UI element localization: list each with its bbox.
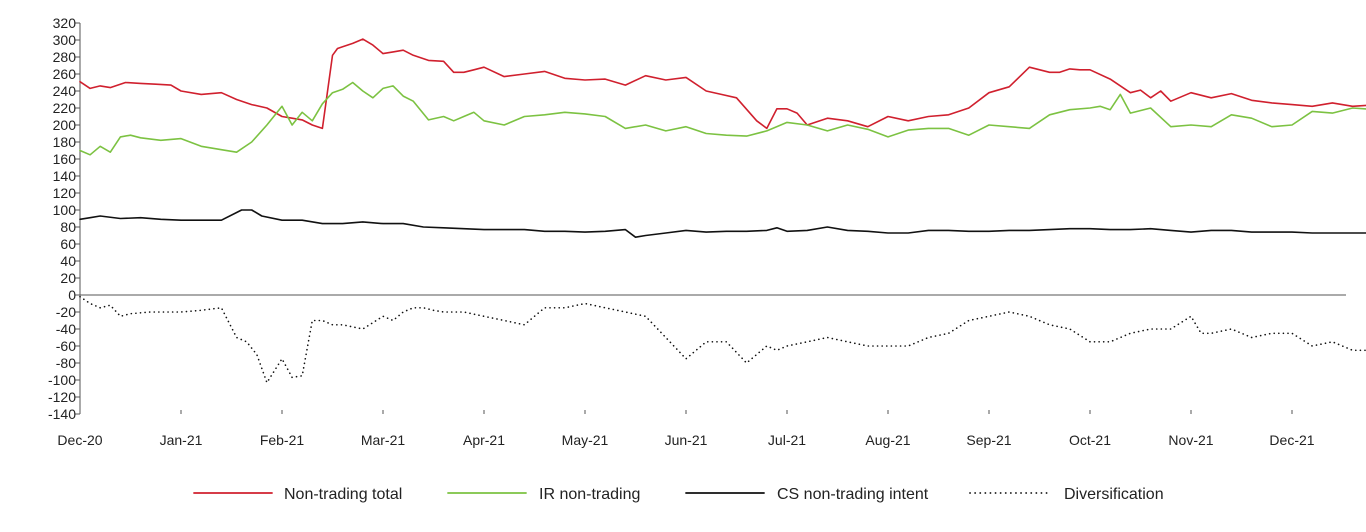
- legend: Non-trading total IR non-trading CS non-tr…: [193, 486, 1164, 503]
- y-tick-label: 280: [53, 49, 77, 65]
- series-lines: [79, 38, 1366, 384]
- y-tick-label: 160: [53, 151, 77, 167]
- y-tick-label: 320: [53, 15, 77, 31]
- y-tick-label: -140: [48, 406, 76, 422]
- x-tick-label: Dec-21: [1269, 432, 1314, 448]
- x-tick-label: Aug-21: [865, 432, 910, 448]
- y-tick-label: 120: [53, 185, 77, 201]
- x-tick-label: Mar-21: [361, 432, 406, 448]
- y-tick-label: 200: [53, 117, 77, 133]
- x-tick-label: Oct-21: [1069, 432, 1111, 448]
- y-tick-label: -100: [48, 372, 76, 388]
- y-tick-label: 80: [60, 219, 76, 235]
- y-tick-label: 300: [53, 32, 77, 48]
- y-tick-label: -20: [56, 304, 76, 320]
- x-axis: Dec-20 Jan-21 Feb-21 Mar-21 Apr-21 May-21 Jun-…: [57, 294, 1346, 448]
- x-tick-label: Nov-21: [1168, 432, 1213, 448]
- y-tick-label: 0: [68, 287, 76, 303]
- y-axis: 3203002802602402202001801601401201008060…: [48, 15, 81, 422]
- legend-label: IR non-trading: [539, 486, 640, 503]
- x-tick-label: Dec-20: [57, 432, 102, 448]
- series-line-diversification: [79, 295, 1366, 384]
- series-line-ir-non-trading: [79, 81, 1366, 156]
- y-tick-label: 260: [53, 66, 77, 82]
- x-tick-label: May-21: [562, 432, 609, 448]
- x-tick-label: Feb-21: [260, 432, 305, 448]
- series-line-cs-non-trading-intent: [79, 209, 1366, 238]
- series-line-non-trading-total: [79, 38, 1366, 130]
- legend-label: Non-trading total: [284, 486, 402, 503]
- y-tick-label: -80: [56, 355, 76, 371]
- y-tick-label: 140: [53, 168, 77, 184]
- x-tick-label: Jul-21: [768, 432, 806, 448]
- legend-label: CS non-trading intent: [777, 486, 929, 503]
- y-tick-label: 180: [53, 134, 77, 150]
- legend-label: Diversification: [1064, 486, 1164, 503]
- y-tick-label: 40: [60, 253, 76, 269]
- y-tick-label: -40: [56, 321, 76, 337]
- y-tick-label: 20: [60, 270, 76, 286]
- y-tick-label: 240: [53, 83, 77, 99]
- x-tick-label: Sep-21: [966, 432, 1011, 448]
- x-tick-label: Jan-21: [160, 432, 203, 448]
- y-tick-label: 220: [53, 100, 77, 116]
- y-tick-label: 60: [60, 236, 76, 252]
- x-tick-label: Jun-21: [665, 432, 708, 448]
- y-tick-label: 100: [53, 202, 77, 218]
- y-tick-label: -60: [56, 338, 76, 354]
- y-tick-label: -120: [48, 389, 76, 405]
- x-tick-label: Apr-21: [463, 432, 505, 448]
